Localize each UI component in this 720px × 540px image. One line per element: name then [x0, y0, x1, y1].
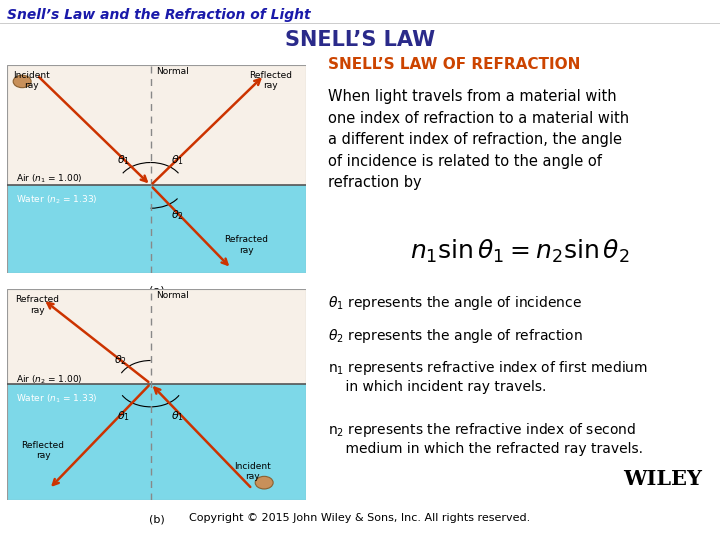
Text: (b): (b)	[149, 514, 164, 524]
Text: $\theta_1$: $\theta_1$	[117, 409, 130, 423]
Text: $\theta_2$: $\theta_2$	[114, 353, 127, 367]
Bar	[7, 185, 306, 273]
Text: $\theta_2$: $\theta_2$	[171, 208, 184, 222]
Text: n$_2$ represents the refractive index of second
    medium in which the refracte: n$_2$ represents the refractive index of…	[328, 421, 643, 456]
Text: Reflected
ray: Reflected ray	[22, 441, 65, 460]
Bar	[7, 383, 306, 500]
Text: SNELL’S LAW: SNELL’S LAW	[285, 30, 435, 50]
Text: Incident
ray: Incident ray	[13, 71, 50, 90]
Text: $\theta_1$: $\theta_1$	[117, 153, 130, 167]
Text: Normal: Normal	[157, 67, 189, 76]
Text: Refracted
ray: Refracted ray	[224, 235, 269, 255]
Text: Air ($n_1$ = 1.00): Air ($n_1$ = 1.00)	[16, 173, 83, 185]
Text: Snell’s Law and the Refraction of Light: Snell’s Law and the Refraction of Light	[7, 8, 311, 22]
Text: $n_1 \sin\theta_1 = n_2 \sin\theta_2$: $n_1 \sin\theta_1 = n_2 \sin\theta_2$	[410, 238, 630, 265]
Ellipse shape	[13, 75, 31, 87]
Text: $\theta_2$ represents the angle of refraction: $\theta_2$ represents the angle of refra…	[328, 327, 582, 345]
Text: $\theta_1$: $\theta_1$	[171, 409, 184, 423]
Text: WILEY: WILEY	[623, 469, 702, 489]
Text: Normal: Normal	[157, 291, 189, 300]
Text: $\theta_1$: $\theta_1$	[171, 153, 184, 167]
Text: SNELL’S LAW OF REFRACTION: SNELL’S LAW OF REFRACTION	[328, 57, 580, 72]
Text: Air ($n_2$ = 1.00): Air ($n_2$ = 1.00)	[16, 373, 83, 386]
Text: Reflected
ray: Reflected ray	[248, 71, 292, 90]
Text: Water ($n_2$ = 1.33): Water ($n_2$ = 1.33)	[16, 194, 98, 206]
Text: When light travels from a material with
one index of refraction to a material wi: When light travels from a material with …	[328, 89, 629, 191]
Text: n$_1$ represents refractive index of first medium
    in which incident ray trav: n$_1$ represents refractive index of fir…	[328, 359, 647, 394]
Text: (a): (a)	[149, 285, 164, 295]
Text: Incident
ray: Incident ray	[234, 462, 271, 481]
Ellipse shape	[255, 476, 273, 489]
Bar	[7, 289, 306, 383]
Text: $\theta_1$ represents the angle of incidence: $\theta_1$ represents the angle of incid…	[328, 294, 582, 312]
Bar	[7, 65, 306, 185]
Text: Copyright © 2015 John Wiley & Sons, Inc. All rights reserved.: Copyright © 2015 John Wiley & Sons, Inc.…	[189, 512, 531, 523]
Text: Refracted
ray: Refracted ray	[15, 295, 59, 315]
Text: Water ($n_1$ = 1.33): Water ($n_1$ = 1.33)	[16, 392, 98, 404]
